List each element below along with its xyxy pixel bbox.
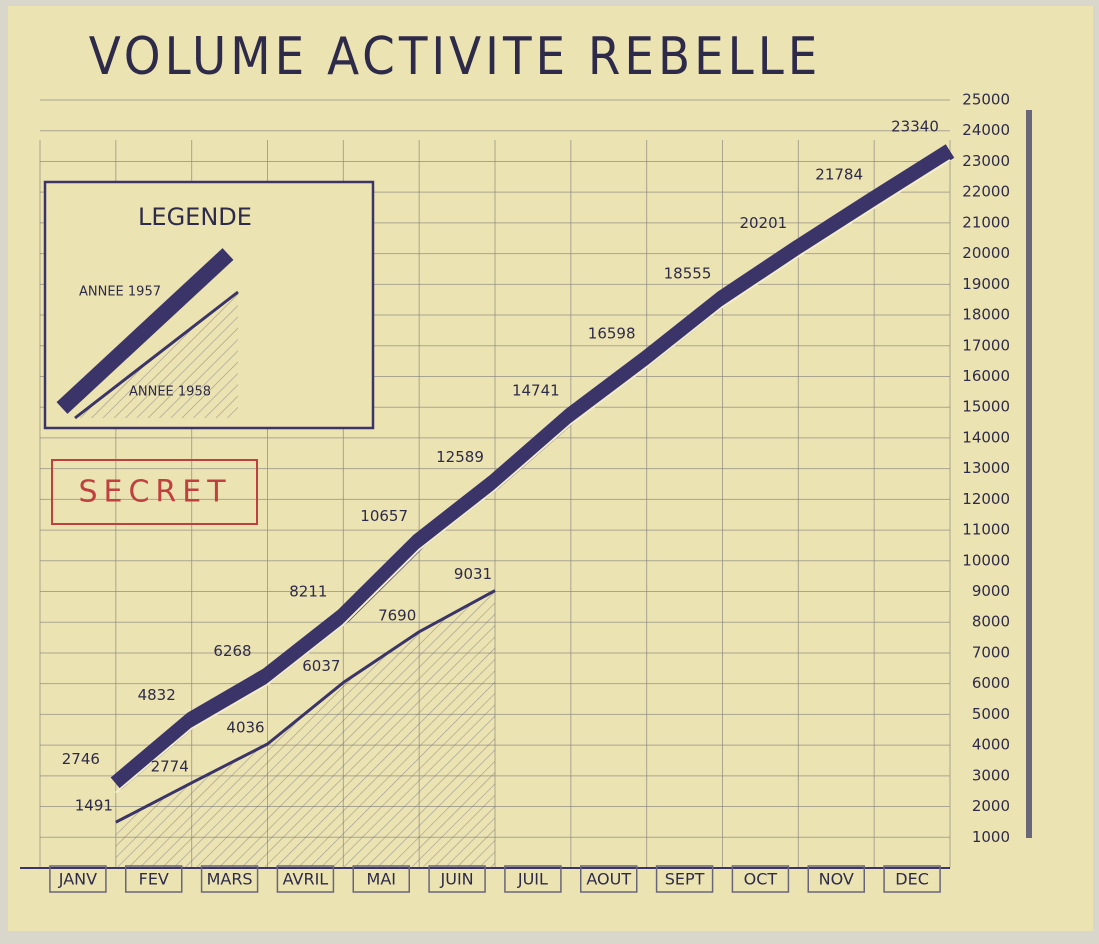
y-tick-label: 14000 — [962, 428, 1010, 446]
y-tick-label: 23000 — [962, 152, 1010, 170]
y-tick-label: 4000 — [972, 736, 1010, 754]
y-tick-label: 6000 — [972, 674, 1010, 692]
x-tick-label: JANV — [58, 870, 97, 889]
y-tick-label: 15000 — [962, 398, 1010, 416]
data-label: 4036 — [226, 719, 264, 737]
x-tick-box — [504, 865, 562, 893]
data-label: 2774 — [151, 757, 189, 775]
x-tick-label: AOUT — [586, 870, 631, 889]
y-tick-label: 10000 — [962, 551, 1010, 569]
y-axis-bar — [1026, 110, 1032, 838]
data-label: 7690 — [378, 606, 416, 624]
y-tick-label: 9000 — [972, 582, 1010, 600]
x-tick-box — [883, 865, 941, 893]
data-label: 2746 — [62, 750, 100, 768]
data-label: 20201 — [739, 214, 787, 232]
x-tick-label: NOV — [819, 870, 854, 889]
data-label: 9031 — [454, 565, 492, 583]
annotation: SECRET — [78, 475, 231, 510]
y-tick-label: 11000 — [962, 521, 1010, 539]
y-tick-label: 8000 — [972, 613, 1010, 631]
x-tick-label: MAI — [367, 870, 396, 889]
series-line — [110, 144, 955, 790]
legend-label: ANNEE 1957 — [79, 285, 161, 300]
y-tick-label: 25000 — [962, 91, 1010, 109]
y-tick-label: 18000 — [962, 306, 1010, 324]
x-tick-label: OCT — [744, 870, 778, 889]
series-line-edge — [115, 159, 951, 794]
data-label: 21784 — [815, 165, 863, 183]
y-tick-label: 16000 — [962, 367, 1010, 385]
x-tick-box — [807, 865, 865, 893]
data-label: 23340 — [891, 117, 939, 135]
x-tick-label: DEC — [895, 870, 929, 889]
annotation-box — [51, 459, 258, 525]
legend-swatch — [74, 290, 239, 420]
data-label: 18555 — [664, 264, 712, 282]
data-label: 10657 — [360, 507, 408, 525]
y-tick-label: 24000 — [962, 121, 1010, 139]
y-tick-label: 20000 — [962, 244, 1010, 262]
legend-swatch — [56, 248, 234, 414]
data-label: 12589 — [436, 448, 484, 466]
x-tick-label: MARS — [207, 870, 253, 889]
x-tick-label: FEV — [139, 870, 169, 889]
y-tick-label: 22000 — [962, 183, 1010, 201]
y-tick-label: 2000 — [972, 797, 1010, 815]
x-tick-label: JUIN — [440, 870, 474, 889]
legend-label: ANNEE 1958 — [129, 385, 211, 400]
x-tick-label: SEPT — [665, 870, 705, 889]
series-line — [115, 589, 496, 824]
y-tick-label: 12000 — [962, 490, 1010, 508]
x-tick-label: JUIL — [517, 870, 548, 889]
x-tick-box — [49, 865, 107, 893]
y-tick-label: 1000 — [972, 828, 1010, 846]
x-tick-box — [580, 865, 638, 893]
y-tick-label: 13000 — [962, 459, 1010, 477]
y-tick-label: 19000 — [962, 275, 1010, 293]
data-label: 14741 — [512, 382, 560, 400]
chart-title: VOLUME ACTIVITE REBELLE — [89, 27, 822, 87]
y-tick-label: 17000 — [962, 336, 1010, 354]
series-area — [115, 590, 495, 868]
y-tick-label: 5000 — [972, 705, 1010, 723]
plot-area: 1000 2000 3000 4000 5000 6000 7000 8000 9000 1000… — [20, 91, 1032, 893]
x-tick-label: AVRIL — [283, 870, 329, 889]
data-label: 4832 — [138, 686, 176, 704]
data-label: 6268 — [213, 642, 251, 660]
x-tick-box — [731, 865, 790, 893]
y-tick-label: 7000 — [972, 643, 1010, 661]
x-tick-box — [655, 865, 714, 893]
y-tick-label: 21000 — [962, 213, 1010, 231]
data-label: 16598 — [588, 325, 636, 343]
legend-title: LEGENDE — [138, 203, 252, 231]
y-tick-label: 3000 — [972, 766, 1010, 784]
data-label: 6037 — [302, 657, 340, 675]
data-label: 1491 — [75, 797, 113, 815]
data-label: 8211 — [289, 582, 327, 600]
